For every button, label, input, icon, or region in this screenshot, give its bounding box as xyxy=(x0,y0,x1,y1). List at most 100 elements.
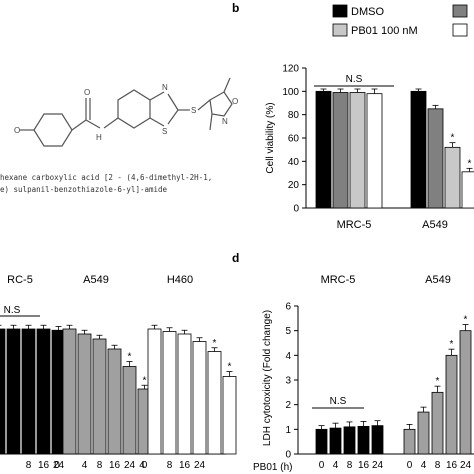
chart-d-xlabel: PB01 (h) xyxy=(253,462,292,473)
chart-c-bar-0-3 xyxy=(36,328,51,455)
chart-d-sig-1-3: * xyxy=(450,339,454,350)
chart-c-xtick-label-1: 16 xyxy=(38,460,50,471)
chart-c-bar-1-0 xyxy=(62,328,77,455)
chart-d-bar-1-3 xyxy=(445,354,458,455)
chart-d-xtick-label-1-4: 24 xyxy=(460,460,472,471)
chart-c-bar-1-3 xyxy=(107,348,122,455)
atom-thiazole-s: S xyxy=(162,127,167,136)
chart-b-ytick-label-80: 80 xyxy=(288,110,300,121)
chart-c-bar-2-3 xyxy=(192,341,207,455)
chart-c-xtick-label-5: 8 xyxy=(97,460,103,471)
chart-c-sig-1-5: * xyxy=(143,375,147,386)
chart-d-bar-0-4 xyxy=(371,425,384,455)
chart-c-bar-0-0 xyxy=(0,328,6,455)
chart-d-bar-0-0 xyxy=(315,428,328,455)
chart-c-xtick-label-8: 0 xyxy=(142,460,148,471)
atom-thioether-s: S xyxy=(191,106,196,115)
chart-b-ytick-label-40: 40 xyxy=(288,157,300,168)
legend-label-dmso: DMSO xyxy=(351,6,384,18)
chart-d-ytick-label-4: 4 xyxy=(285,351,291,362)
chart-d-bar-0-1 xyxy=(329,427,342,455)
panel-label-d: d xyxy=(232,251,239,265)
chart-c-xtick-label-7: 24 xyxy=(124,460,136,471)
chart-c-bar-2-4 xyxy=(207,351,222,455)
chart-b-ylabel: Cell viability (%) xyxy=(265,102,276,173)
chart-d-bar-0-2 xyxy=(343,426,356,455)
chart-c-xtick-label-12: 24 xyxy=(194,460,206,471)
atom-methoxy-o: O xyxy=(14,126,20,135)
chart-b-sig-1-3: * xyxy=(468,158,472,169)
chart-c-xtick-label-11: 16 xyxy=(179,460,191,471)
atom-isoxazole-o: O xyxy=(232,97,238,106)
chart-d-bars: * * * xyxy=(315,315,472,455)
chart-c-bar-1-4 xyxy=(122,366,137,455)
legend-swatch-dmso xyxy=(332,4,348,18)
chemical-structure: O O H N S S O N xyxy=(14,77,238,147)
chart-d-sig-1-2: * xyxy=(436,376,440,387)
chart-d-y-ticks: 0 1 2 3 4 5 6 xyxy=(285,302,298,461)
chart-d: LDH cytotoxicity (Fold change) 0 1 2 3 4 5 6 *… xyxy=(253,274,474,473)
chart-b-bar-0-3 xyxy=(366,93,383,209)
chart-c-group-label-a549: A549 xyxy=(83,274,109,286)
legend-swatch-pb01 xyxy=(332,23,348,37)
chart-d-bar-1-2 xyxy=(431,391,444,455)
chart-c-group-label-rc5: RC-5 xyxy=(7,274,33,286)
atom-isoxazole-n: N xyxy=(222,117,228,126)
chart-c-xtick-label-3: 0 xyxy=(54,460,60,471)
chart-c-sig-2-4: * xyxy=(213,338,217,349)
chart-d-xtick-label-0-4: 24 xyxy=(372,460,384,471)
legend-label-pb01: PB01 100 nM xyxy=(351,25,418,37)
chart-d-ytick-label-0: 0 xyxy=(285,450,291,461)
legend: DMSO PB01 100 nM xyxy=(332,4,468,37)
chart-b-group-label-mrc5: MRC-5 xyxy=(337,219,372,231)
chart-b-bars: ** xyxy=(315,88,474,209)
chart-b-ytick-label-120: 120 xyxy=(282,64,299,75)
chart-d-xtick-label-0-2: 8 xyxy=(347,460,353,471)
chart-c-bar-2-0 xyxy=(147,328,162,455)
chart-b-bar-0-1 xyxy=(332,92,349,209)
chart-b-bar-0-2 xyxy=(349,92,366,209)
chart-d-bar-0-3 xyxy=(357,425,370,455)
chart-c-sig-1-4: * xyxy=(128,352,132,363)
chart-c-xtick-label-0: 8 xyxy=(26,460,32,471)
chart-c-bar-0-2 xyxy=(21,328,36,455)
chart-d-ylabel: LDH cytotoxicity (Fold change) xyxy=(262,310,273,446)
chart-b-sig-1-2: * xyxy=(451,133,455,144)
chart-b-ytick-label-100: 100 xyxy=(282,87,299,98)
chart-d-ytick-label-3: 3 xyxy=(285,376,291,387)
chart-d-group-label-a549: A549 xyxy=(425,274,451,286)
chart-c: RC-5 A549 H460 N.S **** 8 16 240 4 8 16 24 04 8 1… xyxy=(0,274,237,471)
chart-c-ns-label: N.S xyxy=(4,305,21,316)
chart-c-bar-2-5 xyxy=(222,376,237,455)
chart-c-bar-2-1 xyxy=(162,331,177,455)
chart-d-xtick-label-0-3: 16 xyxy=(358,460,370,471)
chart-d-xtick-label-0-1: 4 xyxy=(333,460,339,471)
chart-d-xtick-label-1-3: 16 xyxy=(446,460,458,471)
chart-c-bars: * * * * xyxy=(0,324,237,455)
compound-name-line-1: hexane carboxylic acid [2 - (4,6-dimethy… xyxy=(0,173,212,182)
chart-b-bar-0-0 xyxy=(315,90,332,209)
chart-d-xtick-label-1-0: 0 xyxy=(407,460,413,471)
legend-swatch-4 xyxy=(452,23,468,37)
chart-d-group-label-mrc5: MRC-5 xyxy=(321,274,356,286)
chart-c-xtick-label-9: 4 xyxy=(139,460,145,471)
panel-label-b: b xyxy=(232,1,239,15)
chart-d-ns-label: N.S xyxy=(330,396,347,407)
chart-b-bar-1-1 xyxy=(427,108,444,209)
chart-d-bar-1-4 xyxy=(459,330,472,455)
chart-c-sig-2-5: * xyxy=(228,362,232,373)
chart-b-bar-1-3 xyxy=(461,171,474,209)
chart-b-bar-1-2 xyxy=(444,146,461,209)
chart-d-ytick-label-5: 5 xyxy=(285,326,291,337)
chart-c-bar-1-1 xyxy=(77,333,92,455)
chart-c-x-ticks: 8 16 240 4 8 16 24 04 8 16 24 xyxy=(26,460,206,471)
chart-d-sig-1-4: * xyxy=(464,315,468,326)
chart-c-bar-1-2 xyxy=(92,338,107,455)
chart-c-xtick-label-10: 8 xyxy=(167,460,173,471)
chart-d-ytick-label-6: 6 xyxy=(285,302,291,313)
chart-b-bar-1-0 xyxy=(410,90,427,209)
chart-c-xtick-label-6: 16 xyxy=(109,460,121,471)
chart-d-xtick-label-1-1: 4 xyxy=(421,460,427,471)
